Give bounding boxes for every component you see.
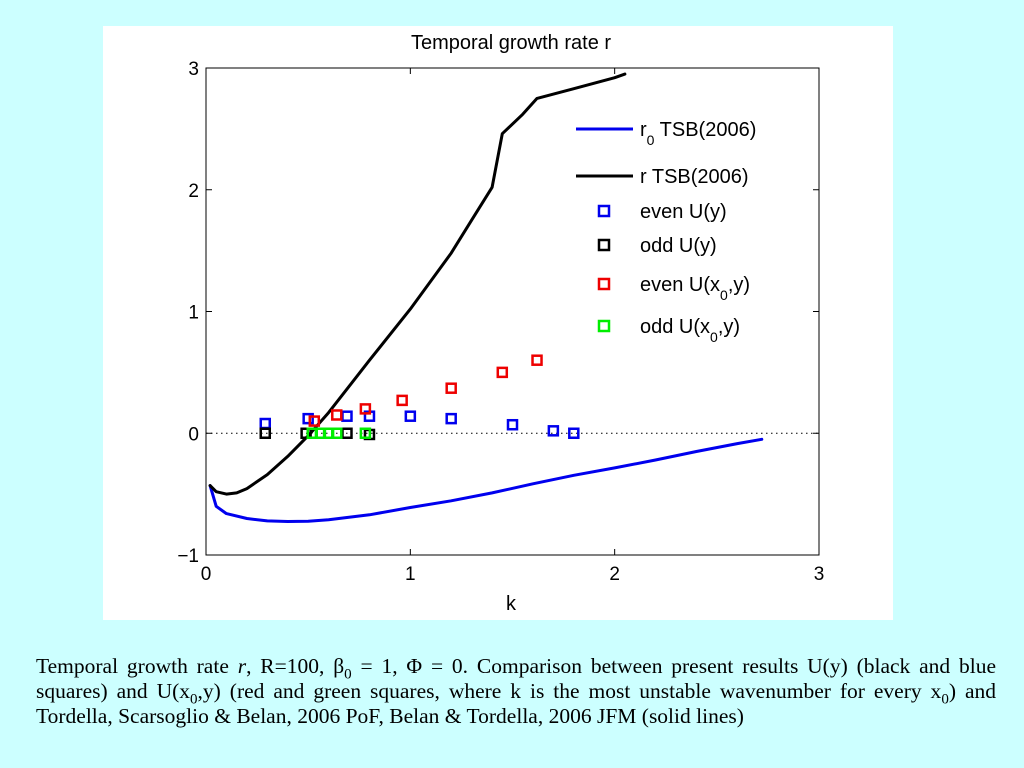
legend-label-r-tsb-2006: r TSB(2006) — [640, 166, 749, 188]
legend-label-even-u-y: even U(y) — [640, 201, 727, 223]
legend-swatch-odd-u-y — [597, 238, 611, 252]
y-tick-label: −1 — [177, 546, 199, 567]
data-point-even-u-y — [445, 412, 457, 425]
x-tick-label: 3 — [814, 564, 825, 585]
x-tick-label: 1 — [405, 564, 416, 585]
caption-text: ,y) (red and green squares, where k is t… — [197, 679, 942, 703]
legend: r0 TSB(2006) r TSB(2006) even U(y) odd U(y)… — [576, 119, 756, 345]
data-point-even-u-x0-y — [445, 382, 457, 394]
series-line-r0-tsb-2006 — [208, 437, 764, 523]
caption-subscript: 0 — [941, 691, 949, 708]
data-point-odd-u-x0-y — [359, 427, 372, 439]
figure-panel: 0 1 2 3 −1 0 1 2 3 r0 TSB(2006) r TSB(2006) even U… — [103, 26, 893, 620]
x-tick-label: 0 — [201, 564, 212, 585]
data-point-even-u-y — [547, 425, 560, 437]
legend-label-odd-u-x0-y: odd U(x0,y) — [640, 316, 740, 345]
data-point-even-u-x0-y — [331, 409, 343, 421]
data-point-even-u-x0-y — [396, 394, 408, 407]
caption-subscript: 0 — [344, 666, 352, 683]
legend-label-odd-u-y: odd U(y) — [640, 235, 717, 257]
data-point-even-u-x0-y — [359, 403, 372, 415]
series-line-r-tsb-2006 — [208, 72, 627, 496]
axes-box — [205, 67, 820, 556]
data-point-odd-u-y — [259, 427, 272, 439]
data-point-even-u-y — [506, 418, 519, 431]
data-point-even-u-y — [302, 412, 314, 425]
legend-label-even-u-x0-y: even U(x0,y) — [640, 274, 750, 303]
data-point-even-u-x0-y — [308, 415, 321, 427]
caption-text: Temporal growth rate — [36, 654, 238, 678]
data-point-even-u-x0-y — [496, 366, 509, 379]
legend-label-r0-tsb-2006: r0 TSB(2006) — [640, 119, 756, 148]
chart-title: Temporal growth rate r — [411, 32, 611, 54]
data-point-odd-u-x0-y — [331, 427, 343, 439]
data-point-even-u-y — [259, 417, 272, 430]
data-point-odd-u-y — [300, 427, 312, 439]
data-point-even-u-y — [568, 427, 580, 439]
data-point-even-u-x0-y — [531, 354, 543, 366]
caption-r-symbol: r — [237, 654, 247, 678]
legend-swatch-even-u-y — [597, 204, 611, 218]
y-tick-label: 3 — [188, 59, 199, 80]
data-point-even-u-y — [341, 410, 353, 422]
data-point-even-u-y — [404, 410, 417, 422]
caption-text: , R=100, β — [246, 654, 345, 678]
legend-swatch-odd-u-x0-y — [597, 319, 611, 333]
x-tick-label: 2 — [609, 564, 620, 585]
figure-caption: Temporal growth rate r, R=100, β0 = 1, Φ… — [36, 654, 996, 729]
plot-area — [206, 72, 819, 523]
x-axis-label: k — [506, 593, 517, 615]
y-tick-label: 0 — [188, 424, 199, 445]
legend-swatch-even-u-x0-y — [597, 277, 611, 291]
caption-text: ) and Tordella, Scarsoglio & Belan, 2006… — [36, 679, 996, 728]
y-tick-label: 2 — [188, 181, 199, 202]
caption-subscript: 0 — [190, 691, 198, 708]
caption-text: = 1, Φ = 0. Comparison between present r… — [36, 654, 997, 703]
y-tick-label: 1 — [188, 303, 199, 324]
